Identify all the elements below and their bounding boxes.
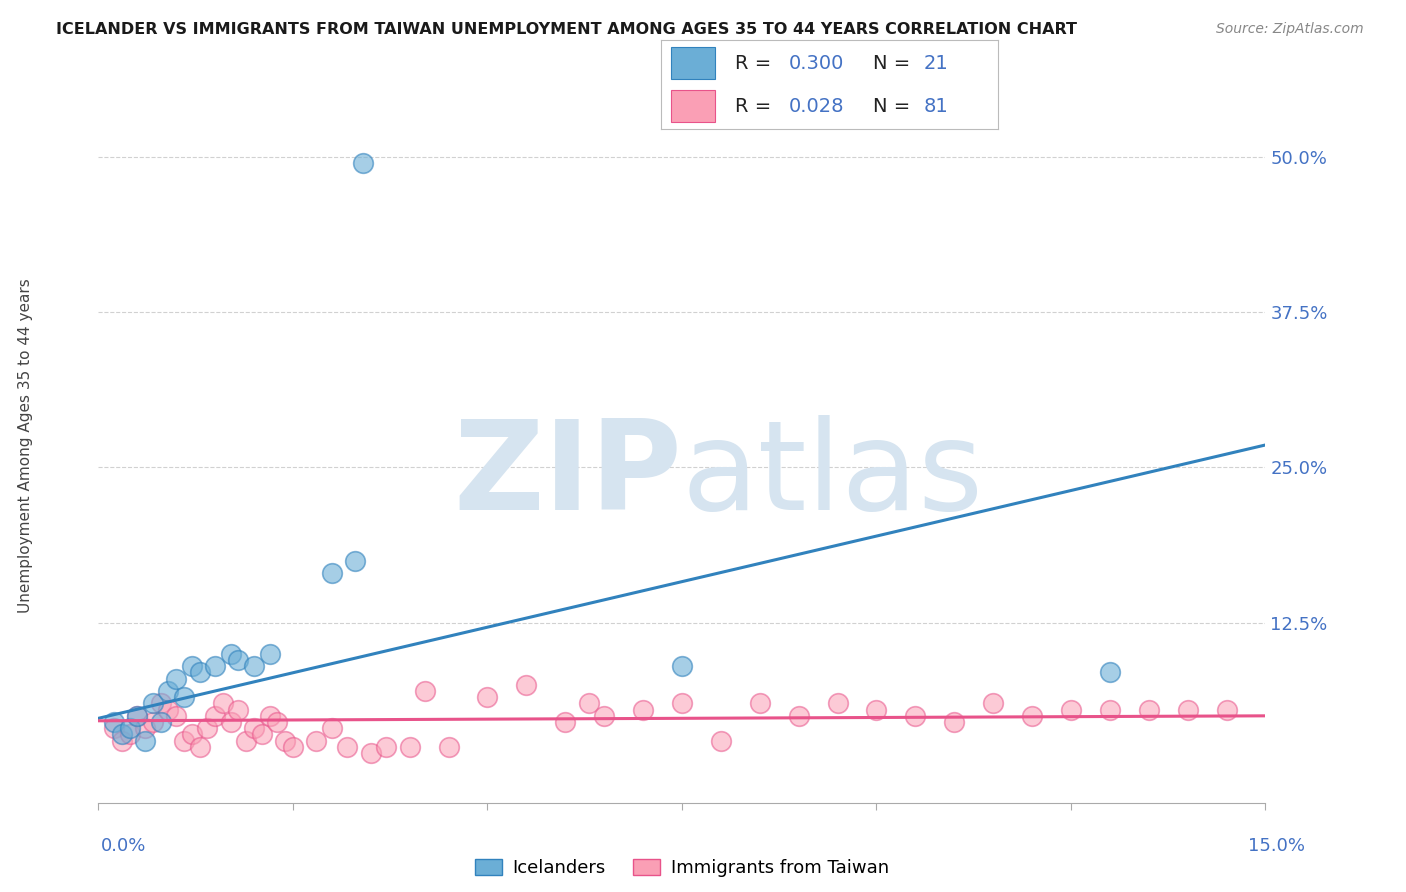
Text: Unemployment Among Ages 35 to 44 years: Unemployment Among Ages 35 to 44 years [18, 278, 32, 614]
Text: 15.0%: 15.0% [1247, 837, 1305, 855]
Point [165, 672, 187, 686]
Point [554, 714, 576, 729]
Point [631, 703, 654, 717]
Point [515, 678, 537, 692]
Point [710, 733, 733, 747]
Point [111, 733, 134, 747]
Text: N =: N = [873, 96, 917, 116]
Text: R =: R = [735, 96, 778, 116]
Point [344, 553, 367, 567]
Point [157, 684, 180, 698]
Point [118, 721, 141, 735]
Point [1215, 703, 1237, 717]
Text: R =: R = [735, 54, 778, 73]
Text: atlas: atlas [682, 416, 984, 536]
Text: ICELANDER VS IMMIGRANTS FROM TAIWAN UNEMPLOYMENT AMONG AGES 35 TO 44 YEARS CORRE: ICELANDER VS IMMIGRANTS FROM TAIWAN UNEM… [56, 22, 1077, 37]
Text: 0.0%: 0.0% [101, 837, 146, 855]
Point [180, 727, 202, 741]
Point [243, 721, 266, 735]
Point [212, 697, 235, 711]
Text: 0.300: 0.300 [789, 54, 845, 73]
Point [228, 653, 250, 667]
Point [173, 690, 195, 705]
Point [142, 714, 165, 729]
Point [134, 733, 156, 747]
Point [413, 684, 436, 698]
Point [127, 708, 149, 723]
Point [787, 708, 810, 723]
Point [1098, 703, 1121, 717]
Point [228, 703, 250, 717]
Point [904, 708, 927, 723]
Text: 21: 21 [924, 54, 949, 73]
Point [1098, 665, 1121, 680]
Point [259, 708, 281, 723]
Text: Source: ZipAtlas.com: Source: ZipAtlas.com [1216, 22, 1364, 37]
Point [259, 647, 281, 661]
Point [111, 727, 134, 741]
Point [219, 714, 242, 729]
Point [103, 714, 125, 729]
Point [1021, 708, 1043, 723]
Point [180, 659, 202, 673]
Point [748, 697, 770, 711]
Point [360, 746, 382, 760]
Point [281, 739, 304, 754]
Point [142, 697, 165, 711]
Text: ZIP: ZIP [453, 416, 682, 536]
Point [578, 697, 600, 711]
Point [149, 697, 172, 711]
Point [1177, 703, 1199, 717]
Point [274, 733, 297, 747]
Point [157, 703, 180, 717]
Point [103, 721, 125, 735]
Point [671, 697, 693, 711]
FancyBboxPatch shape [671, 47, 714, 79]
Point [219, 647, 242, 661]
Text: 81: 81 [924, 96, 949, 116]
Point [305, 733, 328, 747]
Text: 0.028: 0.028 [789, 96, 845, 116]
Point [593, 708, 616, 723]
Point [1137, 703, 1160, 717]
Point [398, 739, 420, 754]
FancyBboxPatch shape [671, 90, 714, 122]
Point [118, 727, 141, 741]
Point [943, 714, 966, 729]
Point [827, 697, 849, 711]
Point [477, 690, 499, 705]
Point [235, 733, 257, 747]
Point [437, 739, 460, 754]
Point [204, 708, 226, 723]
Point [188, 665, 211, 680]
Point [243, 659, 266, 673]
Legend: Icelanders, Immigrants from Taiwan: Icelanders, Immigrants from Taiwan [468, 852, 896, 884]
Point [134, 721, 156, 735]
Text: N =: N = [873, 54, 917, 73]
Point [321, 566, 343, 580]
Point [188, 739, 211, 754]
Point [352, 156, 374, 170]
Point [165, 708, 187, 723]
Point [127, 708, 149, 723]
Point [336, 739, 359, 754]
Point [250, 727, 273, 741]
Point [1060, 703, 1083, 717]
Point [321, 721, 343, 735]
Point [865, 703, 887, 717]
Point [375, 739, 398, 754]
Point [195, 721, 218, 735]
Point [204, 659, 226, 673]
Point [173, 733, 195, 747]
Point [671, 659, 693, 673]
Point [266, 714, 288, 729]
Point [981, 697, 1004, 711]
Point [149, 714, 172, 729]
